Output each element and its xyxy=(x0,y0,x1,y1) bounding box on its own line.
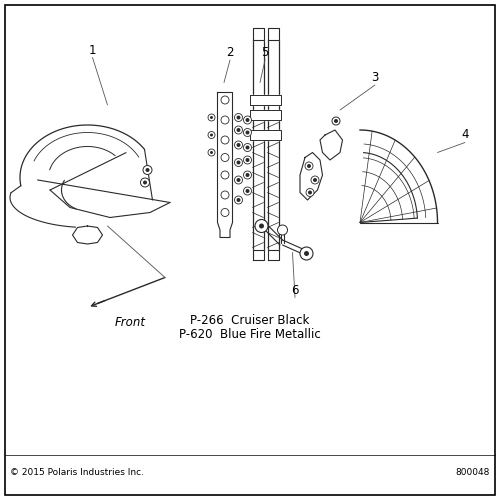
Circle shape xyxy=(246,130,250,134)
Polygon shape xyxy=(72,226,102,244)
Circle shape xyxy=(210,134,213,136)
Circle shape xyxy=(246,173,250,177)
Polygon shape xyxy=(300,152,322,200)
Circle shape xyxy=(221,208,229,216)
Circle shape xyxy=(221,116,229,124)
Circle shape xyxy=(234,176,242,184)
Circle shape xyxy=(304,251,309,256)
Circle shape xyxy=(244,156,252,164)
Circle shape xyxy=(208,149,215,156)
Circle shape xyxy=(236,198,240,202)
Circle shape xyxy=(221,171,229,179)
Circle shape xyxy=(311,176,319,184)
Text: 5: 5 xyxy=(262,46,268,59)
Polygon shape xyxy=(252,28,264,40)
Circle shape xyxy=(234,114,242,122)
Circle shape xyxy=(244,144,252,152)
Circle shape xyxy=(307,164,311,168)
Text: 3: 3 xyxy=(372,71,378,84)
Circle shape xyxy=(246,118,250,122)
Circle shape xyxy=(146,168,150,172)
Circle shape xyxy=(234,141,242,149)
Polygon shape xyxy=(20,125,144,186)
Circle shape xyxy=(255,220,268,232)
Polygon shape xyxy=(252,250,264,260)
Circle shape xyxy=(221,136,229,144)
Circle shape xyxy=(143,180,147,184)
Text: 2: 2 xyxy=(226,46,234,59)
Circle shape xyxy=(208,132,215,138)
Circle shape xyxy=(308,190,312,194)
Polygon shape xyxy=(320,130,342,160)
Text: 6: 6 xyxy=(291,284,299,296)
Circle shape xyxy=(221,154,229,162)
Polygon shape xyxy=(268,250,278,260)
Circle shape xyxy=(246,146,250,150)
Circle shape xyxy=(234,158,242,166)
Text: Front: Front xyxy=(114,316,146,329)
Circle shape xyxy=(236,160,240,164)
Circle shape xyxy=(259,224,264,228)
Circle shape xyxy=(244,128,252,136)
Text: 4: 4 xyxy=(461,128,469,141)
Circle shape xyxy=(244,187,252,195)
Circle shape xyxy=(140,178,149,187)
Polygon shape xyxy=(250,130,281,140)
Circle shape xyxy=(244,171,252,179)
Circle shape xyxy=(246,158,250,162)
Circle shape xyxy=(306,188,314,196)
Circle shape xyxy=(305,162,313,170)
Circle shape xyxy=(234,126,242,134)
Polygon shape xyxy=(250,95,281,105)
Polygon shape xyxy=(250,110,281,120)
Polygon shape xyxy=(218,92,232,238)
Circle shape xyxy=(236,128,240,132)
Circle shape xyxy=(278,225,287,235)
Circle shape xyxy=(313,178,317,182)
Polygon shape xyxy=(268,28,278,40)
Text: 800048: 800048 xyxy=(456,468,490,477)
Circle shape xyxy=(236,178,240,182)
Polygon shape xyxy=(360,130,438,222)
Circle shape xyxy=(208,114,215,121)
Circle shape xyxy=(334,119,338,123)
Text: 1: 1 xyxy=(89,44,96,57)
Circle shape xyxy=(246,189,250,193)
Circle shape xyxy=(300,247,313,260)
Circle shape xyxy=(221,96,229,104)
Circle shape xyxy=(143,166,152,174)
Circle shape xyxy=(236,143,240,147)
Circle shape xyxy=(221,191,229,199)
Text: P-620  Blue Fire Metallic: P-620 Blue Fire Metallic xyxy=(179,328,321,342)
Text: P-266  Cruiser Black: P-266 Cruiser Black xyxy=(190,314,310,326)
Circle shape xyxy=(332,117,340,125)
Circle shape xyxy=(210,116,213,119)
Text: © 2015 Polaris Industries Inc.: © 2015 Polaris Industries Inc. xyxy=(10,468,144,477)
Circle shape xyxy=(236,116,240,119)
Circle shape xyxy=(210,151,213,154)
Circle shape xyxy=(234,196,242,204)
Circle shape xyxy=(244,116,252,124)
